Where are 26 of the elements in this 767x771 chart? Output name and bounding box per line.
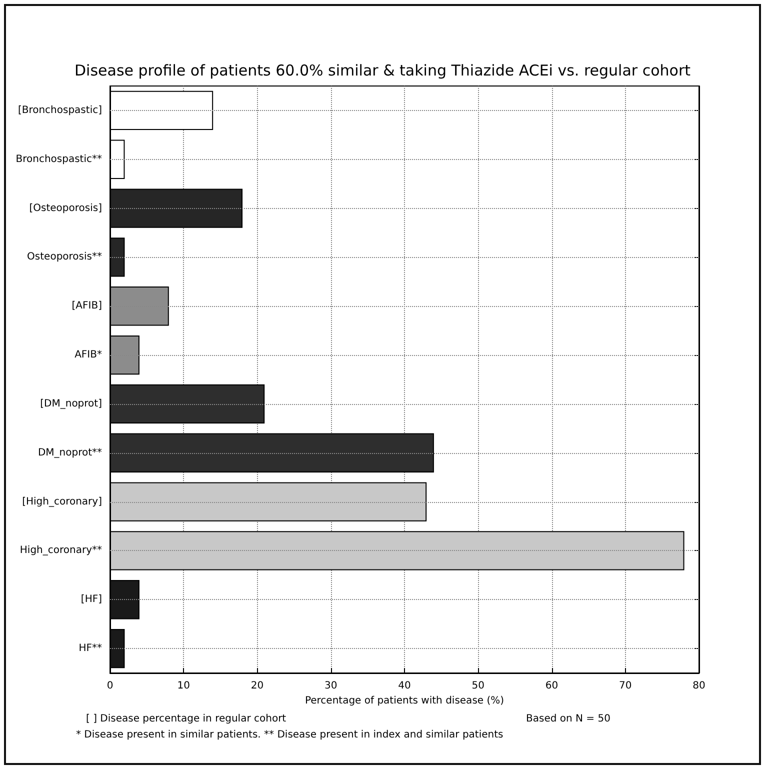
y-tick-label: [AFIB] <box>72 300 102 312</box>
x-tick-label: 40 <box>398 680 411 692</box>
y-tick-label: High_coronary** <box>20 545 102 556</box>
text: * Disease present in similar patients. ** Disease present in index and similar patients <box>76 730 504 740</box>
y-tick-label: [Osteoporosis] <box>29 202 102 214</box>
y-tick-label: [DM_noprot] <box>40 398 102 410</box>
x-tick-label: 10 <box>177 680 190 692</box>
x-tick-label: 60 <box>545 680 558 692</box>
x-tick-label: 50 <box>472 680 484 692</box>
y-tick-label: [High_coronary] <box>22 496 102 508</box>
y-tick-label: DM_noprot** <box>38 447 102 458</box>
y-tick-label: HF** <box>78 643 102 654</box>
text: [ ] Disease percentage in regular cohort <box>86 714 286 724</box>
y-tick-label: Bronchospastic** <box>16 154 102 165</box>
y-tick-label: [HF] <box>80 594 102 606</box>
x-tick-label: 30 <box>324 680 338 692</box>
y-tick-label: AFIB* <box>74 350 102 361</box>
x-axis-title: Percentage of patients with disease (%) <box>304 695 504 706</box>
y-tick-label: [Bronchospastic] <box>18 104 102 116</box>
x-tick-label: 20 <box>250 680 264 692</box>
x-tick-label: 80 <box>692 680 706 692</box>
chart-title: Disease profile of patients 60.0% similar & taking Thiazide ACEi vs. regular cohort <box>74 62 691 80</box>
y-tick-label: Osteoporosis** <box>27 252 102 263</box>
text: Based on N = 50 <box>526 714 610 724</box>
x-tick-label: 70 <box>619 680 632 692</box>
x-tick-label: 0 <box>106 680 114 692</box>
